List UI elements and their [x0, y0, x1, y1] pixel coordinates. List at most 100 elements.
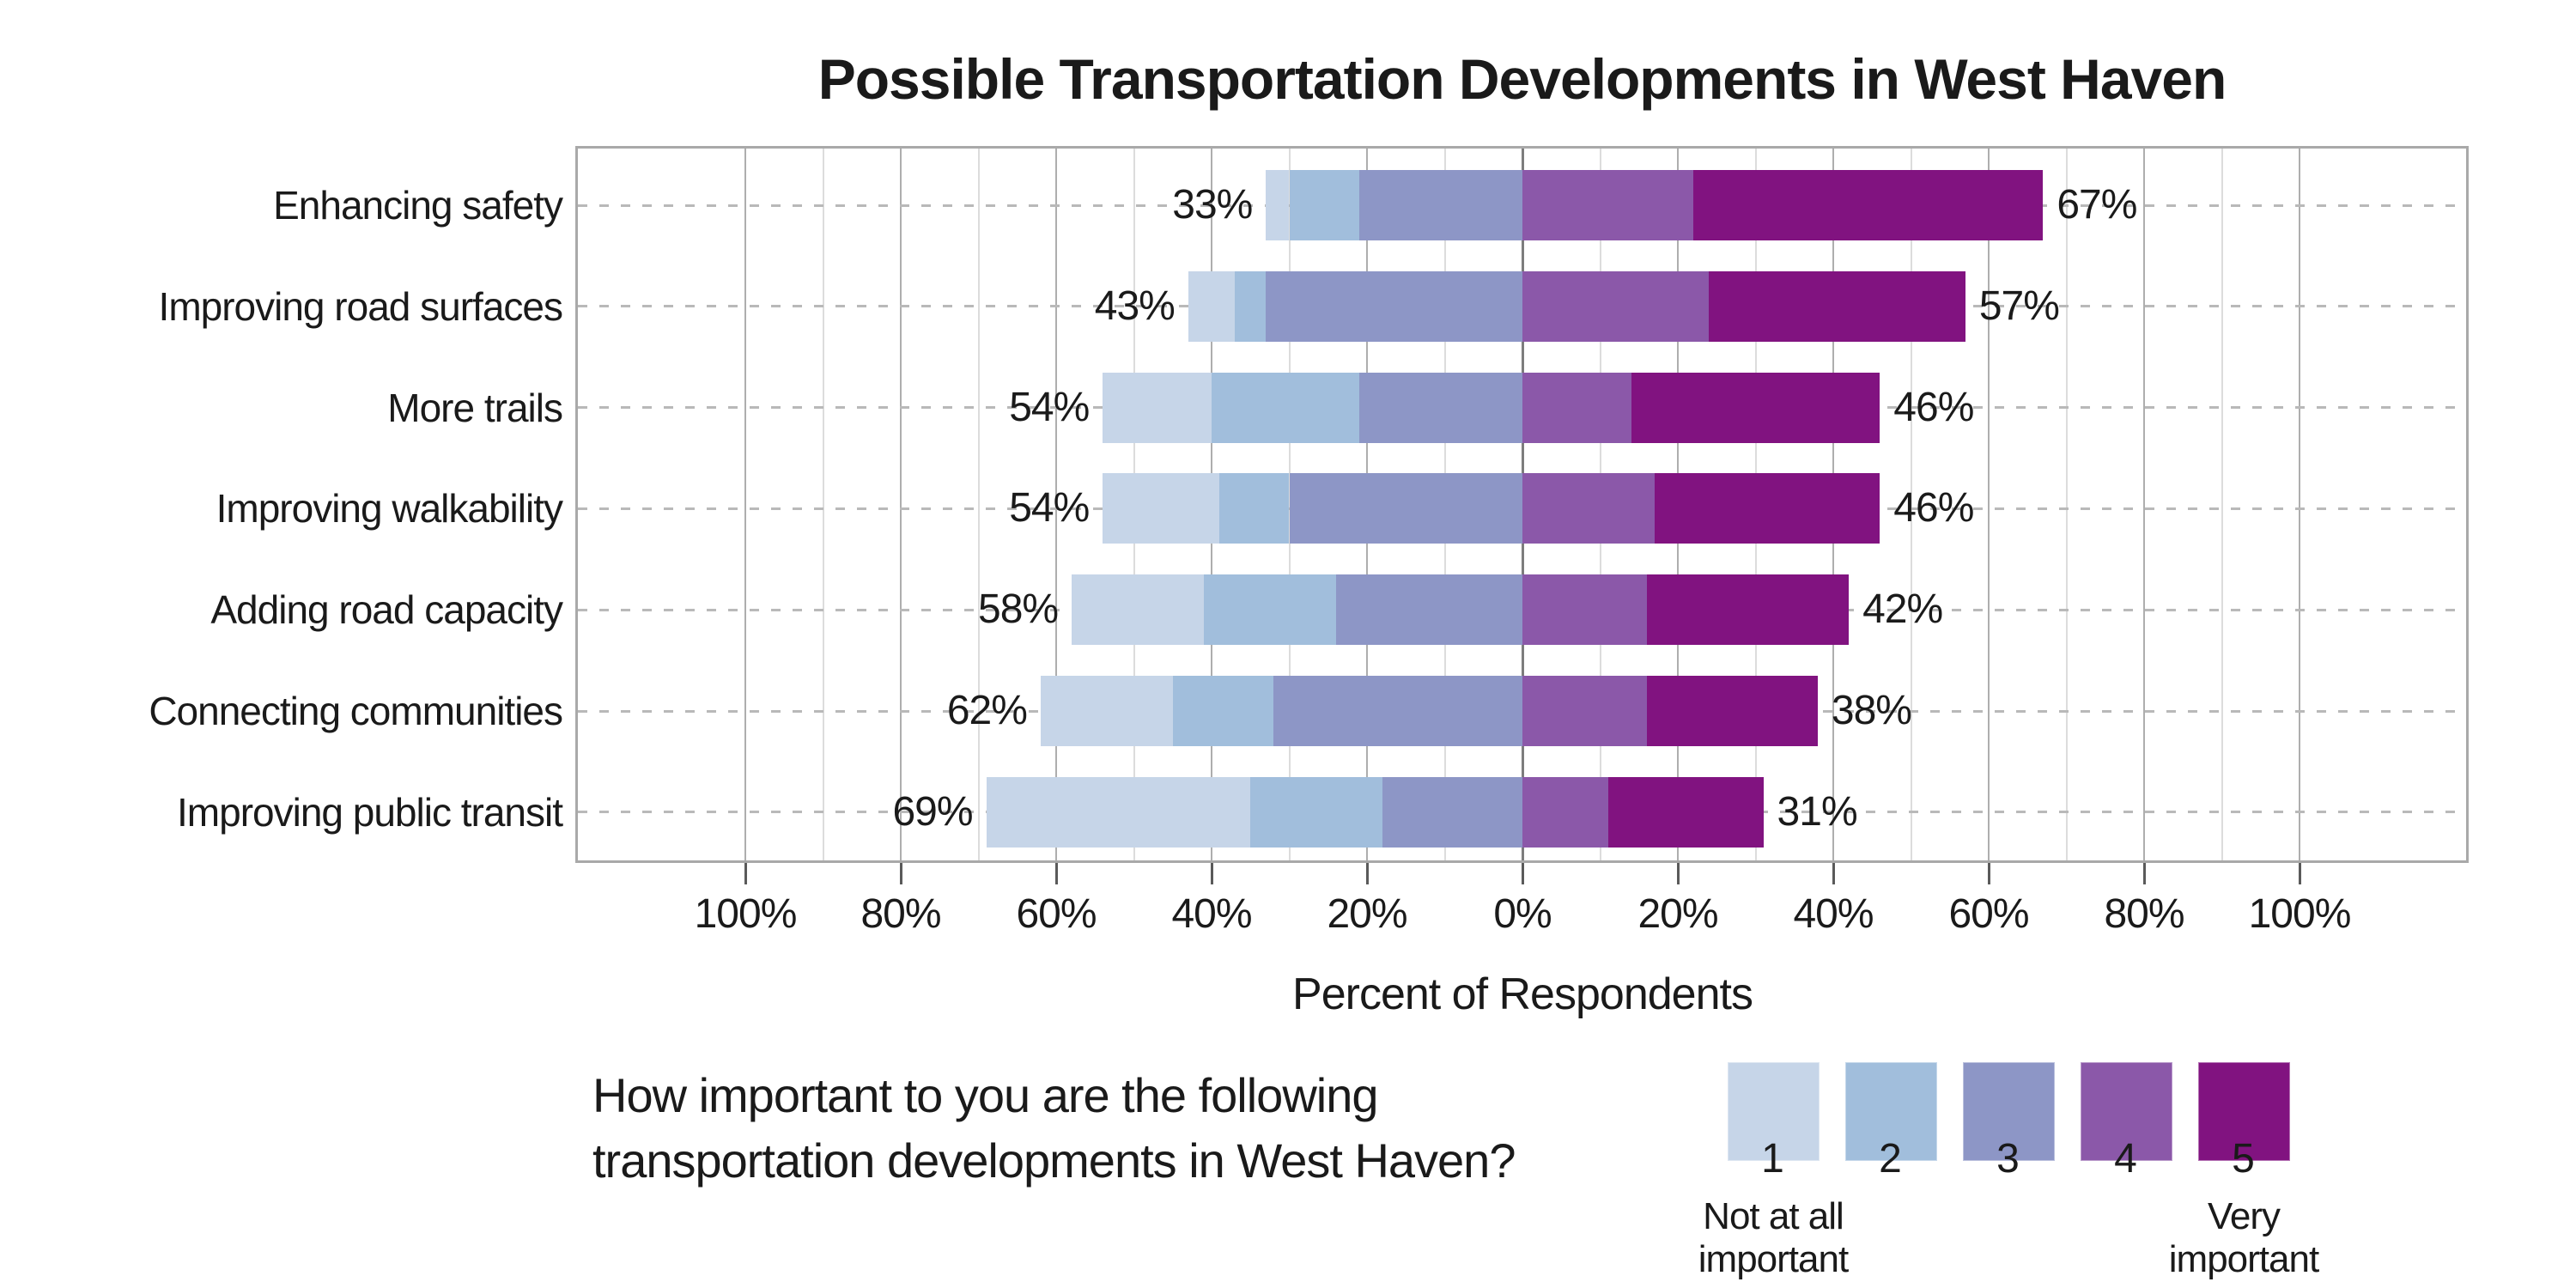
vertical-gridline [1055, 149, 1057, 860]
category-label: More trails [387, 385, 563, 430]
x-axis-tick-label: 100% [2248, 891, 2352, 937]
vertical-gridline [900, 149, 902, 860]
legend-caption-line1: Not at all [1703, 1195, 1844, 1237]
vertical-gridline [744, 149, 746, 860]
left-total-label: 43% [1094, 283, 1176, 329]
vertical-gridline [2221, 149, 2223, 860]
bar-segment-level-2 [1219, 473, 1290, 544]
vertical-gridline [1988, 149, 1990, 860]
x-axis-tick [1210, 863, 1213, 884]
legend-swatch-level-1 [1728, 1062, 1820, 1161]
vertical-gridline [2299, 149, 2300, 860]
chart-title: Possible Transportation Developments in … [817, 47, 2227, 111]
bar-segment-level-3 [1273, 676, 1522, 747]
left-total-label: 58% [978, 586, 1059, 633]
bar-segment-level-4 [1522, 574, 1647, 646]
bar-segment-level-3 [1382, 776, 1522, 848]
bar-segment-level-1 [1188, 270, 1236, 342]
right-total-label: 67% [2057, 182, 2137, 228]
legend-swatch-level-4 [2081, 1062, 2172, 1161]
legend-caption-line2: important [1698, 1238, 1849, 1280]
legend-swatch-level-2 [1845, 1062, 1937, 1161]
x-axis-tick-label: 60% [1948, 891, 2029, 937]
bar-segment-level-1 [986, 776, 1251, 848]
bar-segment-level-4 [1522, 776, 1608, 848]
category-label: Enhancing safety [273, 183, 563, 228]
right-total-label: 57% [1978, 283, 2060, 329]
legend-caption-line1: Very [2207, 1195, 2281, 1237]
bar-segment-level-3 [1358, 170, 1522, 240]
x-axis-tick-label: 20% [1637, 891, 1718, 937]
bar-segment-level-5 [1654, 473, 1880, 544]
x-axis-tick [899, 863, 902, 884]
right-total-label: 42% [1862, 586, 1943, 633]
bar-segment-level-1 [1266, 170, 1290, 240]
plot-area [575, 146, 2469, 863]
bar-segment-level-1 [1103, 372, 1212, 443]
bar-segment-level-4 [1522, 372, 1631, 443]
vertical-gridline [1910, 149, 1912, 860]
x-axis-tick [1365, 863, 1369, 884]
legend-number-2: 2 [1879, 1136, 1902, 1182]
x-axis-tick-label: 80% [860, 891, 941, 937]
legend-swatch-level-3 [1963, 1062, 2055, 1161]
bar-segment-level-5 [1631, 372, 1880, 443]
bar-segment-level-3 [1289, 473, 1522, 544]
legend-caption-not-at-all-important: Not at all important [1619, 1195, 1928, 1281]
legend-swatch-level-5 [2198, 1062, 2290, 1161]
survey-question-line2: transportation developments in West Have… [592, 1133, 1516, 1188]
survey-question-line1: How important to you are the following [592, 1068, 1379, 1122]
x-axis-tick-label: 100% [694, 891, 798, 937]
category-label: Improving public transit [177, 789, 563, 835]
category-label: Connecting communities [149, 689, 563, 734]
vertical-gridline [822, 149, 824, 860]
bar-segment-level-1 [1072, 574, 1204, 646]
x-axis-tick [2142, 863, 2146, 884]
bar-segment-level-3 [1266, 270, 1522, 342]
bar-segment-level-1 [1103, 473, 1220, 544]
x-axis-title: Percent of Respondents [1292, 969, 1753, 1019]
x-axis-tick-label: 20% [1327, 891, 1407, 937]
bar-segment-level-3 [1335, 574, 1522, 646]
right-total-label: 31% [1777, 788, 1858, 835]
x-axis-tick [2298, 863, 2301, 884]
survey-question-text: How important to you are the following t… [592, 1063, 1709, 1194]
bar-segment-level-1 [1040, 676, 1173, 747]
x-axis-tick [1521, 863, 1524, 884]
x-axis-tick-label: 40% [1793, 891, 1874, 937]
legend-caption-very-important: Very important [2089, 1195, 2398, 1281]
x-axis-tick [1676, 863, 1680, 884]
right-total-label: 46% [1893, 485, 1974, 532]
right-total-label: 46% [1893, 384, 1974, 430]
bar-segment-level-2 [1289, 170, 1359, 240]
bar-segment-level-2 [1235, 270, 1267, 342]
vertical-gridline [977, 149, 980, 860]
vertical-gridline [2143, 149, 2145, 860]
left-total-label: 54% [1009, 384, 1090, 430]
bar-segment-level-4 [1522, 170, 1694, 240]
bar-segment-level-5 [1646, 574, 1850, 646]
left-total-label: 62% [946, 688, 1028, 734]
bar-segment-level-4 [1522, 676, 1647, 747]
category-label: Improving walkability [216, 486, 563, 532]
bar-segment-level-2 [1250, 776, 1383, 848]
bar-segment-level-5 [1693, 170, 2044, 240]
x-axis-tick [744, 863, 747, 884]
bar-segment-level-5 [1709, 270, 1965, 342]
vertical-gridline [2065, 149, 2068, 860]
category-label: Improving road surfaces [158, 283, 563, 329]
x-axis-tick [1054, 863, 1058, 884]
bar-segment-level-4 [1522, 270, 1710, 342]
bar-segment-level-2 [1172, 676, 1274, 747]
legend-caption-line2: important [2168, 1238, 2319, 1280]
legend-number-3: 3 [1996, 1136, 2020, 1182]
bar-segment-level-5 [1646, 676, 1818, 747]
left-total-label: 33% [1172, 182, 1253, 228]
x-axis-tick-label: 0% [1493, 891, 1552, 937]
bar-segment-level-4 [1522, 473, 1655, 544]
legend-number-5: 5 [2232, 1136, 2255, 1182]
legend-number-4: 4 [2114, 1136, 2137, 1182]
x-axis-tick [1987, 863, 1990, 884]
legend-number-1: 1 [1761, 1136, 1784, 1182]
